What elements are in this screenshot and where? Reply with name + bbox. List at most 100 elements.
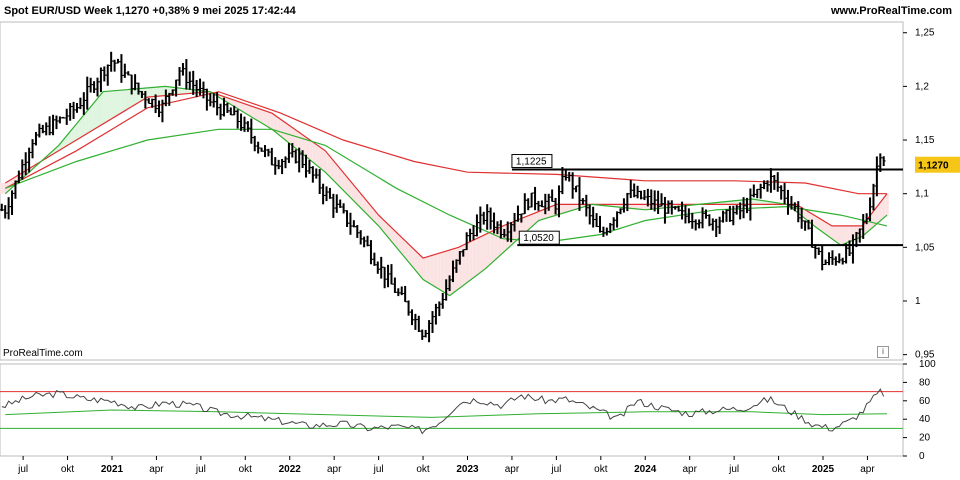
ma-fill-segment [117, 90, 121, 116]
ma-fill-segment [387, 223, 392, 241]
ma-fill-segment [362, 195, 367, 214]
ma-fill-segment [181, 88, 185, 95]
info-icon[interactable]: i [877, 346, 889, 358]
ma-green-fast-line [4, 85, 888, 297]
ma-fill-segment [885, 193, 889, 217]
ma-fill-segment [483, 233, 488, 271]
ma-fill-segment [110, 90, 114, 120]
ma-fill-segment [817, 217, 822, 232]
ma-fill-segment [881, 195, 886, 220]
site-link[interactable]: www.ProRealTime.com [830, 5, 952, 17]
ma-fill-segment [629, 204, 633, 209]
ma-fill-segment [177, 87, 182, 95]
y-tick-label: 1,2 [915, 81, 929, 92]
ma-fill-segment [419, 254, 424, 280]
y-tick-label: 0,95 [915, 350, 935, 361]
ma-fill-segment [874, 205, 879, 226]
ma-fill-segment [639, 204, 644, 210]
ma-fill-segment [241, 102, 246, 114]
ma-fill-segment [831, 225, 836, 242]
x-tick-label: 2025 [812, 464, 835, 475]
x-tick-label: apr [149, 464, 164, 475]
ma-fill-segment [572, 204, 576, 211]
ma-fill-segment [334, 161, 338, 185]
ma-fill-segment [319, 147, 324, 171]
ma-fill-segment [401, 237, 406, 259]
ma-fill-segment [476, 237, 480, 276]
ma-fill-segment [440, 251, 445, 293]
ma-fill-segment [529, 213, 534, 229]
ma-fill-segment [487, 231, 491, 268]
ma-fill-segment [465, 242, 470, 284]
ma-fill-segment [426, 255, 431, 284]
x-tick-label: jul [728, 464, 739, 475]
ma-fill-segment [259, 108, 264, 124]
x-tick-label: okt [416, 464, 430, 475]
ma-fill-segment [437, 252, 441, 291]
ma-fill-segment [391, 227, 395, 246]
watermark: ProRealTime.com [3, 348, 83, 359]
x-tick-label: apr [505, 464, 520, 475]
ma-fill-segment [757, 199, 761, 205]
ma-fill-segment [871, 209, 875, 229]
ma-fill-segment [423, 256, 427, 282]
ma-fill-segment [536, 210, 541, 223]
ma-fill-segment [472, 238, 477, 279]
level-label: 1,0520 [523, 233, 554, 244]
ma-fill-segment [113, 90, 118, 118]
ma-fill-segment [284, 121, 288, 143]
ma-fill-segment [295, 129, 299, 151]
ma-fill-segment [81, 113, 86, 137]
x-tick-label: jul [373, 464, 384, 475]
ma-fill-segment [814, 215, 818, 229]
ma-fill-segment [479, 235, 484, 273]
ma-fill-segment [245, 104, 249, 116]
ma-fill-segment [88, 104, 93, 133]
ma-fill-segment [280, 119, 285, 140]
time-axis: jul okt 2021 apr jul okt 2022 apr jul okt 2023 apr j… [17, 456, 875, 475]
ma-fill-segment [760, 200, 765, 205]
x-tick-label: okt [239, 464, 253, 475]
level-label: 1,1225 [516, 157, 547, 168]
ma-fill-segment [127, 89, 132, 109]
ma-fill-segment [341, 170, 345, 192]
x-tick-label: okt [61, 464, 75, 475]
ma-fill-segment [330, 157, 335, 182]
ma-fill-segment [533, 212, 537, 226]
ma-fill-segment [316, 144, 320, 168]
ma-fill-segment [551, 205, 555, 217]
ma-fill-segment [252, 106, 256, 120]
ma-fill-segment [394, 230, 399, 250]
x-tick-label: 2024 [634, 464, 657, 475]
ma-fill-segment [78, 117, 82, 139]
ma-fill-segment [408, 244, 413, 267]
ma-fill-segment [359, 191, 363, 210]
osc-signal-line [5, 409, 888, 418]
ma-fill-segment [839, 225, 843, 245]
ma-fill-segment [430, 254, 434, 286]
chart-header: Spot EUR/USD Week 1,1270 +0,38% 9 mei 20… [0, 0, 960, 22]
osc-y-tick-label: 80 [919, 377, 931, 388]
ma-fill-areas [0, 86, 889, 295]
ma-fill-segment [565, 204, 569, 213]
ma-fill-segment [842, 225, 847, 245]
ma-fill-segment [74, 121, 79, 142]
x-tick-label: 2021 [101, 464, 124, 475]
ma-fill-segment [120, 89, 125, 114]
ma-fill-segment [323, 149, 328, 175]
ma-fill-segment [351, 182, 356, 203]
ma-fill-segment [159, 86, 164, 97]
ma-fill-segment [405, 240, 409, 263]
level-label-box [511, 154, 553, 169]
ma-fill-segment [85, 108, 89, 135]
main-price-pane: 1,25 1,2 1,15 1,1 1,05 1 0,95 1,1225 1,0520 1,127… [0, 21, 960, 361]
osc-line [1, 388, 885, 435]
oscillator-pane: 100 80 60 40 20 0 [0, 359, 936, 462]
ma-fill-segment [828, 223, 832, 239]
ma-fill-segment [273, 114, 278, 134]
ma-fill-segment [568, 204, 573, 212]
ma-fill-segment [152, 87, 157, 97]
ma-fill-segment [412, 247, 416, 271]
ma-fill-segment [878, 200, 882, 223]
